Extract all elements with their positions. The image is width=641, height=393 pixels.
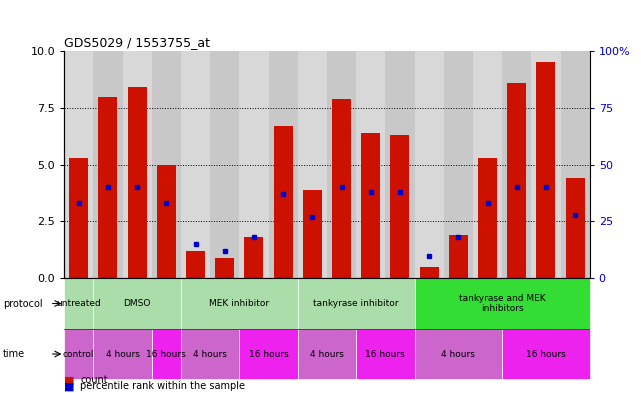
Bar	[297, 278, 415, 329]
Text: 16 hours: 16 hours	[365, 349, 405, 358]
Bar	[122, 51, 152, 278]
Bar	[502, 51, 531, 278]
Text: GDS5029 / 1553755_at: GDS5029 / 1553755_at	[64, 35, 210, 48]
Bar	[415, 329, 502, 379]
Bar	[128, 87, 147, 278]
Text: ■: ■	[64, 381, 74, 391]
Text: DMSO: DMSO	[124, 299, 151, 308]
Bar	[327, 51, 356, 278]
Bar	[239, 51, 269, 278]
Bar	[186, 251, 205, 278]
Bar	[297, 329, 356, 379]
Text: 4 hours: 4 hours	[106, 349, 140, 358]
Bar	[565, 178, 585, 278]
Bar	[152, 51, 181, 278]
Bar	[356, 329, 415, 379]
Bar	[560, 51, 590, 278]
Text: untreated: untreated	[56, 299, 101, 308]
Text: 4 hours: 4 hours	[193, 349, 227, 358]
Bar	[297, 51, 327, 278]
Text: control: control	[63, 349, 94, 358]
Bar	[390, 135, 410, 278]
Bar	[269, 51, 297, 278]
Bar	[385, 51, 415, 278]
Text: tankyrase inhibitor: tankyrase inhibitor	[313, 299, 399, 308]
Text: 16 hours: 16 hours	[146, 349, 186, 358]
Bar	[415, 278, 590, 329]
Text: protocol: protocol	[3, 299, 43, 309]
Bar	[181, 278, 297, 329]
Bar	[507, 83, 526, 278]
Text: 16 hours: 16 hours	[526, 349, 566, 358]
Text: time: time	[3, 349, 26, 359]
Bar	[473, 51, 502, 278]
Text: ■: ■	[64, 375, 74, 386]
Text: count: count	[80, 375, 108, 386]
Bar	[64, 278, 94, 329]
Bar	[274, 126, 292, 278]
Bar	[303, 190, 322, 278]
Bar	[478, 158, 497, 278]
Text: 4 hours: 4 hours	[310, 349, 344, 358]
Text: MEK inhibitor: MEK inhibitor	[209, 299, 269, 308]
Bar	[444, 51, 473, 278]
Bar	[99, 97, 117, 278]
Bar	[210, 51, 239, 278]
Bar	[215, 258, 234, 278]
Text: 4 hours: 4 hours	[442, 349, 475, 358]
Bar	[94, 329, 152, 379]
Bar	[537, 62, 555, 278]
Bar	[244, 237, 263, 278]
Bar	[94, 51, 122, 278]
Bar	[415, 51, 444, 278]
Bar	[64, 51, 94, 278]
Bar	[69, 158, 88, 278]
Bar	[157, 165, 176, 278]
Bar	[152, 329, 181, 379]
Bar	[181, 51, 210, 278]
Bar	[531, 51, 560, 278]
Text: 16 hours: 16 hours	[249, 349, 288, 358]
Bar	[502, 329, 590, 379]
Bar	[64, 329, 94, 379]
Bar	[356, 51, 385, 278]
Bar	[362, 133, 380, 278]
Text: tankyrase and MEK
inhibitors: tankyrase and MEK inhibitors	[459, 294, 545, 313]
Bar	[94, 278, 181, 329]
Text: percentile rank within the sample: percentile rank within the sample	[80, 381, 245, 391]
Bar	[332, 99, 351, 278]
Bar	[239, 329, 297, 379]
Bar	[420, 267, 438, 278]
Bar	[181, 329, 239, 379]
Bar	[449, 235, 468, 278]
